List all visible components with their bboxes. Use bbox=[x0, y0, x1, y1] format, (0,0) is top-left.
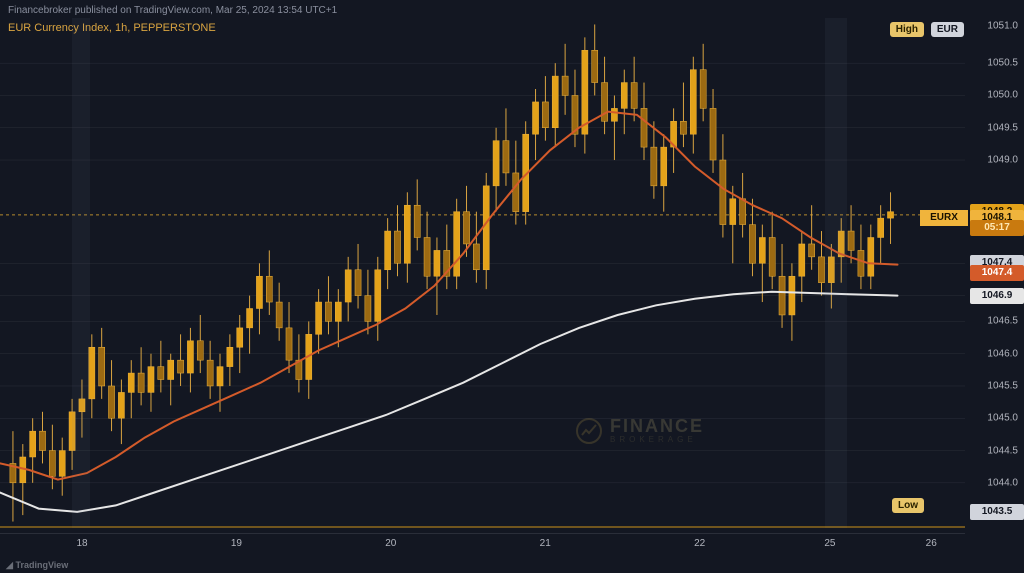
y-tick-label: 1044.5 bbox=[987, 445, 1018, 456]
currency-tag: EURX bbox=[920, 210, 968, 226]
x-tick-label: 18 bbox=[76, 538, 87, 549]
price-tag: 1047.4 bbox=[970, 265, 1024, 281]
x-separator bbox=[0, 526, 965, 528]
x-tick-label: 20 bbox=[385, 538, 396, 549]
x-tick-label: 25 bbox=[824, 538, 835, 549]
x-tick-label: 22 bbox=[694, 538, 705, 549]
y-tick-label: 1050.5 bbox=[987, 58, 1018, 69]
low-price-tag: 1043.5 bbox=[970, 504, 1024, 520]
publisher-line: Financebroker published on TradingView.c… bbox=[8, 5, 337, 16]
y-tick-label: 1051.0 bbox=[987, 21, 1018, 32]
footer-brand: ◢ TradingView bbox=[6, 560, 68, 571]
y-tick-label: 1049.5 bbox=[987, 122, 1018, 133]
x-axis[interactable]: 18 19 20 21 22 25 26 bbox=[0, 533, 965, 555]
y-tick-label: 1049.0 bbox=[987, 155, 1018, 166]
y-tick-label: 1046.0 bbox=[987, 348, 1018, 359]
badge-low: Low bbox=[892, 498, 924, 513]
footer-text: TradingView bbox=[15, 560, 68, 570]
y-tick-label: 1044.0 bbox=[987, 477, 1018, 488]
chart-root[interactable]: Financebroker published on TradingView.c… bbox=[0, 0, 1024, 573]
y-axis[interactable]: 1051.0 1044.0 1044.5 1045.0 1045.5 1046.0 1046… bbox=[965, 18, 1024, 528]
y-tick-label: 1045.5 bbox=[987, 380, 1018, 391]
price-tag: 05:17 bbox=[970, 220, 1024, 236]
y-tick-label: 1050.0 bbox=[987, 90, 1018, 101]
y-tick-label: 1046.5 bbox=[987, 316, 1018, 327]
session-band bbox=[72, 18, 89, 528]
tv-logo-icon: ◢ bbox=[6, 560, 13, 570]
x-tick-label: 21 bbox=[540, 538, 551, 549]
price-tag: 1046.9 bbox=[970, 288, 1024, 304]
session-band bbox=[825, 18, 847, 528]
plot-area[interactable] bbox=[0, 18, 965, 528]
y-tick-label: 1045.0 bbox=[987, 413, 1018, 424]
x-tick-label: 26 bbox=[926, 538, 937, 549]
x-tick-label: 19 bbox=[231, 538, 242, 549]
